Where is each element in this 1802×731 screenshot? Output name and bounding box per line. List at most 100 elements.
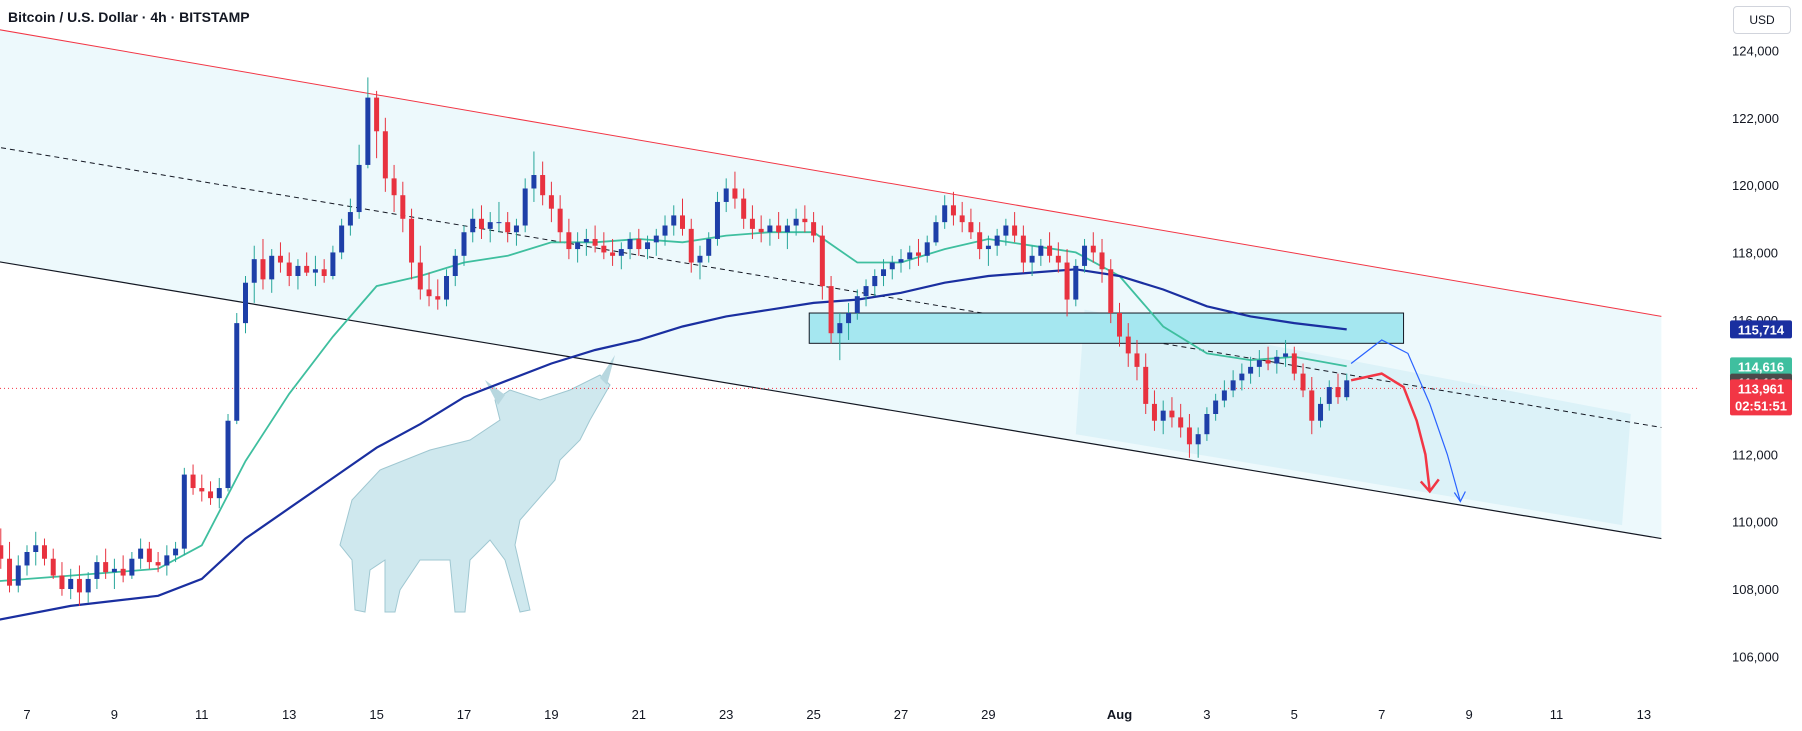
candle[interactable] [15,565,21,586]
candle[interactable] [417,262,423,290]
candle[interactable] [1143,366,1149,404]
candle[interactable] [924,242,930,256]
candle[interactable] [811,222,817,236]
candle[interactable] [653,235,659,243]
candle[interactable] [1300,373,1306,391]
candle[interactable] [347,212,353,226]
candle[interactable] [1125,336,1131,354]
candle[interactable] [41,545,47,559]
candle[interactable] [618,249,624,256]
candle[interactable] [522,188,528,226]
candle[interactable] [540,175,546,196]
candle[interactable] [487,222,493,229]
channel-lower-line[interactable] [0,259,1662,540]
candle[interactable] [426,289,432,297]
candle[interactable] [1335,387,1341,398]
candle[interactable] [339,225,345,253]
candle[interactable] [881,269,887,276]
candle[interactable] [854,296,860,314]
candle[interactable] [374,97,380,132]
candle[interactable] [496,222,502,224]
candle[interactable] [1256,360,1262,367]
candle[interactable] [548,195,554,209]
candle[interactable] [767,225,773,233]
candle[interactable] [409,218,415,263]
candle[interactable] [723,188,729,202]
candle[interactable] [199,488,205,492]
candle[interactable] [1169,410,1175,418]
alternative-projection-arrow[interactable] [1350,339,1461,502]
candle[interactable] [1230,380,1236,391]
candle[interactable] [872,276,878,287]
candle[interactable] [1204,414,1210,435]
candle[interactable] [950,205,956,216]
candle[interactable] [164,555,170,566]
candle[interactable] [977,232,983,250]
candle[interactable] [776,225,782,233]
candle[interactable] [636,238,642,250]
candle[interactable] [1108,269,1114,314]
candle[interactable] [461,232,467,256]
candle[interactable] [714,201,720,239]
candle[interactable] [915,252,921,256]
candle[interactable] [1248,366,1254,374]
candle[interactable] [671,215,677,226]
currency-button[interactable]: USD [1733,6,1791,34]
candle[interactable] [286,262,292,276]
candle[interactable] [216,488,222,499]
candle[interactable] [94,562,100,579]
candle[interactable] [146,548,152,563]
candle[interactable] [1099,252,1105,270]
candle[interactable] [1082,245,1088,266]
candle[interactable] [208,491,214,499]
candle[interactable] [444,276,450,300]
candle[interactable] [749,218,755,229]
candle[interactable] [470,218,476,233]
candle[interactable] [1178,417,1184,428]
candle[interactable] [985,245,991,250]
candle[interactable] [1239,373,1245,381]
candle[interactable] [583,238,589,243]
candle[interactable] [1309,390,1315,421]
candle[interactable] [1055,255,1061,263]
candle[interactable] [793,218,799,226]
candle[interactable] [1038,245,1044,256]
candle[interactable] [680,215,685,229]
candle[interactable] [784,225,790,233]
candle[interactable] [566,232,572,250]
candle[interactable] [1012,225,1018,236]
candle[interactable] [59,575,65,590]
candle[interactable] [610,252,616,256]
candle[interactable] [260,259,266,280]
candle[interactable] [0,545,4,559]
candle[interactable] [277,255,283,263]
candle[interactable] [1265,360,1271,364]
candle[interactable] [111,568,117,573]
candle[interactable] [33,545,39,552]
candle[interactable] [688,228,694,263]
candle[interactable] [1283,353,1289,357]
candle[interactable] [382,131,388,179]
resistance-zone-box[interactable] [808,312,1405,344]
candle[interactable] [50,558,56,576]
candle[interactable] [251,259,257,283]
candle[interactable] [994,235,1000,246]
candle[interactable] [837,323,843,334]
candle[interactable] [846,313,852,324]
candle[interactable] [1160,410,1166,421]
candle[interactable] [312,269,318,273]
candle[interactable] [889,262,895,270]
candle[interactable] [103,562,109,573]
candle[interactable] [557,208,563,233]
candle[interactable] [1213,400,1219,414]
candle[interactable] [1073,265,1079,300]
candle[interactable] [129,558,135,576]
candle[interactable] [601,245,607,253]
candle[interactable] [1029,255,1035,263]
candle[interactable] [234,323,240,421]
candle[interactable] [1151,403,1157,421]
candle[interactable] [173,548,179,556]
candle[interactable] [645,242,651,250]
candle[interactable] [76,578,82,593]
candle[interactable] [531,175,537,189]
